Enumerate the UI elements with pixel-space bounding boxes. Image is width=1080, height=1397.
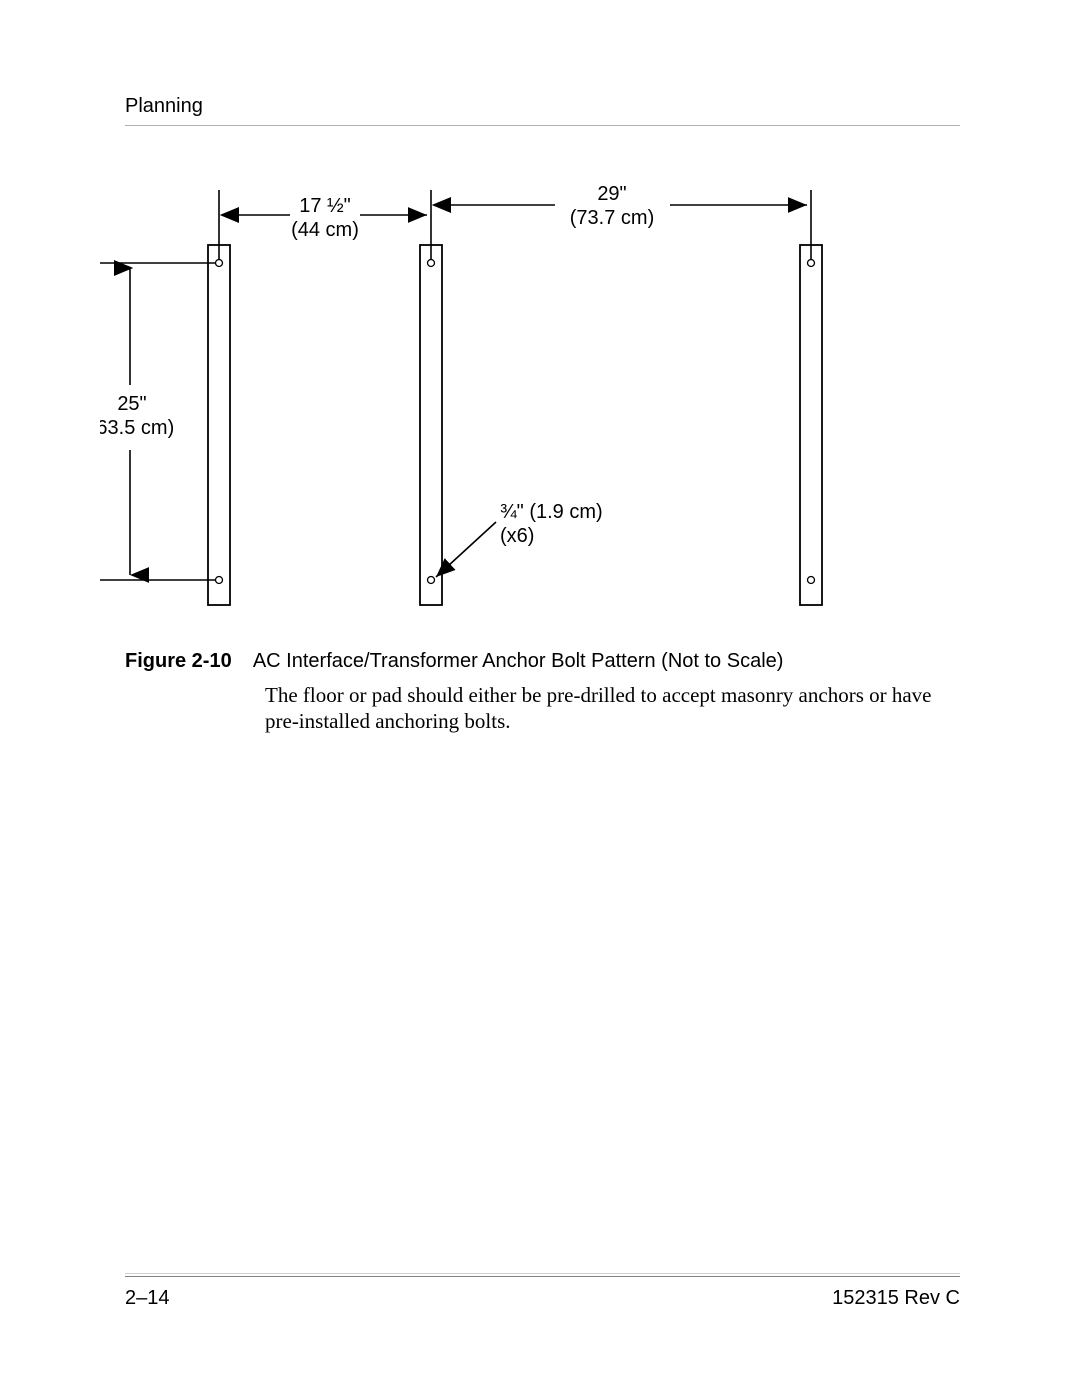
footer-rule	[125, 1276, 960, 1277]
figure-caption: Figure 2-10 AC Interface/Transformer Anc…	[125, 650, 783, 673]
section-header: Planning	[125, 95, 203, 118]
dim-width1-line1: 17 ½"	[299, 195, 351, 217]
footer-doc-id: 152315 Rev C	[832, 1287, 960, 1310]
dim-height-line1: 25"	[117, 393, 146, 415]
anchor-bolt-diagram: 17 ½" (44 cm) 29" (73.7 cm) 25" (63.5 cm…	[100, 160, 980, 640]
dim-hole-line2: (x6)	[500, 525, 534, 547]
figure-caption-text: AC Interface/Transformer Anchor Bolt Pat…	[253, 650, 784, 672]
page: Planning	[0, 0, 1080, 1397]
dim-width2-line1: 29"	[597, 183, 626, 205]
dim-width1-line2: (44 cm)	[291, 219, 359, 241]
footer-rule-light	[125, 1273, 960, 1274]
figure-caption-label: Figure 2-10	[125, 650, 232, 672]
dim-width2-line2: (73.7 cm)	[570, 207, 654, 229]
dim-hole-line1: ¾" (1.9 cm)	[500, 501, 603, 523]
body-paragraph: The floor or pad should either be pre-dr…	[265, 682, 965, 735]
dim-height-line2: (63.5 cm)	[100, 417, 174, 439]
header-rule	[125, 125, 960, 126]
footer-page-number: 2–14	[125, 1287, 170, 1310]
